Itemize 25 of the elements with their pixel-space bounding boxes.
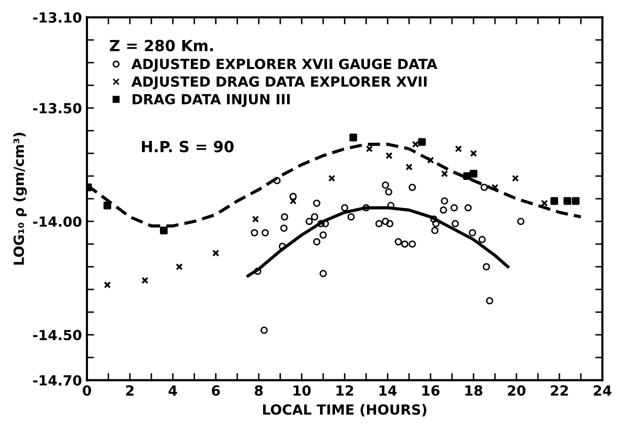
x-tick-label: 6	[212, 385, 220, 396]
annotation: H.P. S = 90	[142, 140, 234, 152]
y-axis-title: LOG₁₀ ρ (gm/cm³)	[13, 132, 27, 265]
x-tick-label: 18	[465, 385, 482, 396]
x-axis-title: LOCAL TIME (HOURS)	[263, 404, 426, 416]
y-tick-label: -13.50	[33, 102, 82, 114]
x-tick-label: 22	[550, 385, 568, 396]
y-tick-label: -14.50	[33, 330, 82, 340]
legend-label: DRAG DATA INJUN III	[132, 94, 290, 108]
legend-label: ADJUSTED DRAG DATA EXPLORER XVII	[131, 76, 427, 90]
legend-label: ADJUSTED EXPLORER XVII GAUGE DATA	[131, 58, 438, 72]
x-tick-label: 0	[82, 385, 92, 396]
x-tick-label: 20	[508, 385, 526, 396]
x-tick-label: 14	[380, 385, 397, 396]
legend-title: Z = 280 Km.	[110, 40, 213, 52]
x-tick-label: 24	[594, 385, 612, 396]
x-tick-label: 10	[294, 385, 311, 396]
x-tick-label: 8	[254, 385, 263, 396]
x-tick-label: 2	[126, 385, 134, 396]
y-tick-label: -13.10	[33, 12, 82, 23]
x-tick-label: 4	[168, 385, 178, 396]
x-tick-label: 16	[422, 385, 440, 396]
y-tick-label: -14.00	[33, 216, 82, 227]
x-tick-label: 12	[336, 385, 354, 396]
y-tick-label: -14.70	[33, 375, 82, 386]
